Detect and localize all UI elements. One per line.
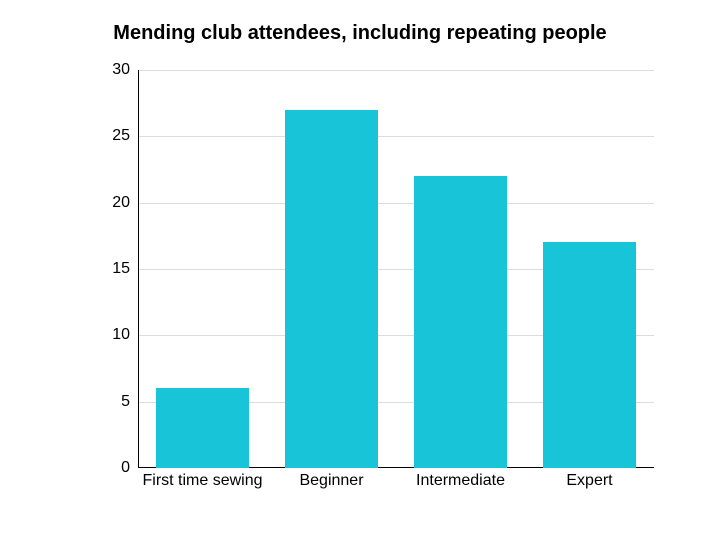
bar	[285, 110, 378, 468]
y-tick-label: 25	[90, 127, 130, 145]
y-tick-label: 0	[90, 459, 130, 477]
y-tick-label: 20	[90, 194, 130, 212]
gridline	[138, 136, 654, 137]
y-axis-line	[138, 70, 139, 468]
chart-container: { "chart": { "type": "bar", "title": "Me…	[0, 0, 720, 540]
bar	[414, 176, 507, 468]
chart-title: Mending club attendees, including repeat…	[0, 22, 720, 45]
y-tick-label: 5	[90, 393, 130, 411]
y-tick-label: 30	[90, 61, 130, 79]
gridline	[138, 203, 654, 204]
plot-area	[138, 70, 654, 468]
y-tick-label: 10	[90, 326, 130, 344]
x-tick-label: Beginner	[267, 472, 396, 490]
x-tick-label: Intermediate	[396, 472, 525, 490]
bar	[543, 242, 636, 468]
y-tick-label: 15	[90, 260, 130, 278]
bar	[156, 388, 249, 468]
x-tick-label: First time sewing	[138, 472, 267, 490]
x-tick-label: Expert	[525, 472, 654, 490]
gridline	[138, 70, 654, 71]
